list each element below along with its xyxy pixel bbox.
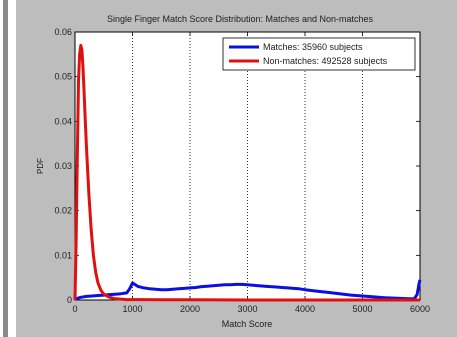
y-tick-label: 0.02	[54, 206, 72, 216]
x-tick-labels: 0 1000 2000 3000 4000 5000 6000	[72, 304, 430, 314]
y-tick-label: 0.06	[54, 27, 72, 37]
x-tick-label: 0	[72, 304, 77, 314]
legend-label-matches: Matches: 35960 subjects	[263, 42, 363, 52]
y-tick-labels: 0 0.01 0.02 0.03 0.04 0.05 0.06	[54, 27, 72, 305]
x-tick-label: 2000	[180, 304, 200, 314]
x-tick-label: 5000	[352, 304, 372, 314]
y-tick-label: 0.01	[54, 250, 72, 260]
plot-area	[74, 31, 421, 301]
left-margin	[0, 0, 11, 337]
y-axis-label: PDF	[36, 158, 45, 174]
left-divider	[3, 0, 8, 337]
y-tick-label: 0.05	[54, 72, 72, 82]
x-tick-label: 1000	[122, 304, 142, 314]
y-tick-label: 0.04	[54, 116, 72, 126]
figure-window: Single Finger Match Score Distribution: …	[16, 0, 457, 337]
legend: Matches: 35960 subjects Non-matches: 492…	[222, 37, 416, 71]
x-tick-label: 3000	[237, 304, 257, 314]
x-tick-label: 4000	[295, 304, 315, 314]
x-tick-label: 6000	[410, 304, 430, 314]
legend-box	[222, 37, 416, 71]
match-score-chart: Single Finger Match Score Distribution: …	[36, 14, 430, 329]
y-tick-label: 0	[67, 295, 72, 305]
series-line-matches	[74, 279, 422, 301]
y-tick-label: 0.03	[54, 161, 72, 171]
series-lines	[73, 43, 422, 302]
x-axis-label: Match Score	[222, 319, 273, 329]
chart-title: Single Finger Match Score Distribution: …	[107, 14, 374, 24]
legend-label-non-matches: Non-matches: 492528 subjects	[263, 56, 388, 66]
series-line-non-matches	[73, 43, 420, 302]
